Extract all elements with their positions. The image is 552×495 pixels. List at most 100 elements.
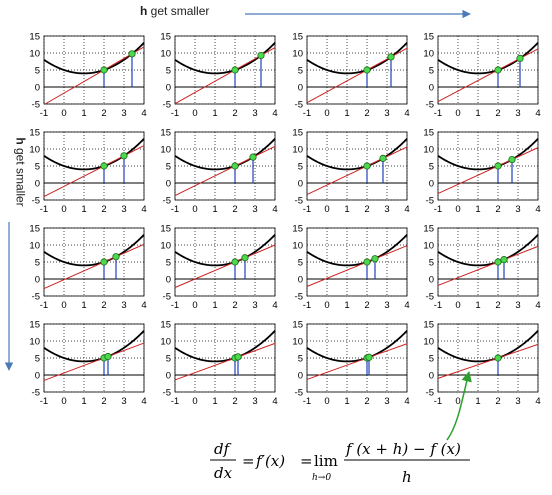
x-tick-label: -1 bbox=[171, 108, 179, 119]
function-curve bbox=[437, 234, 539, 267]
y-tick-label: 10 bbox=[160, 49, 171, 60]
y-tick-label: 5 bbox=[429, 66, 434, 77]
plot-panel: -1 0 1 2 3 4 15 10 5 0 -5 bbox=[423, 32, 540, 120]
y-tick-label: 5 bbox=[298, 66, 303, 77]
curve-point bbox=[365, 353, 373, 361]
curve-point bbox=[371, 255, 379, 263]
y-tick-label: 10 bbox=[423, 49, 434, 60]
y-tick-label: -5 bbox=[426, 292, 434, 303]
x-tick-label: 2 bbox=[495, 300, 500, 311]
y-tick-label: 0 bbox=[429, 275, 434, 286]
x-tick-label: 3 bbox=[515, 204, 520, 215]
plot-panel: -1 0 1 2 3 4 15 10 5 0 -5 bbox=[160, 320, 277, 408]
curve-point bbox=[516, 54, 524, 63]
x-tick-label: 0 bbox=[324, 396, 329, 407]
y-tick-label: 5 bbox=[166, 258, 171, 269]
y-tick-label: 15 bbox=[292, 320, 303, 331]
x-tick-label: 0 bbox=[455, 108, 460, 119]
curve-point bbox=[231, 162, 239, 170]
x-tick-label: 2 bbox=[232, 204, 237, 215]
y-tick-label: 15 bbox=[423, 128, 434, 139]
y-tick-label: -5 bbox=[295, 388, 303, 399]
x-tick-label: 0 bbox=[324, 204, 329, 215]
y-tick-label: 15 bbox=[292, 128, 303, 139]
y-tick-label: 0 bbox=[35, 179, 40, 190]
x-tick-label: 2 bbox=[232, 396, 237, 407]
secant-line bbox=[437, 147, 539, 194]
y-tick-label: 5 bbox=[166, 162, 171, 173]
curve-point bbox=[379, 154, 387, 162]
y-tick-label: 0 bbox=[429, 83, 434, 94]
curve-point bbox=[234, 353, 242, 361]
y-tick-label: 5 bbox=[35, 354, 40, 365]
y-tick-label: 10 bbox=[29, 49, 40, 60]
y-tick-label: -5 bbox=[32, 100, 40, 111]
x-tick-label: 1 bbox=[81, 396, 86, 407]
x-tick-label: 4 bbox=[404, 204, 409, 215]
y-tick-label: -5 bbox=[426, 196, 434, 207]
y-tick-label: -5 bbox=[295, 196, 303, 207]
y-tick-label: 10 bbox=[29, 337, 40, 348]
x-tick-label: 2 bbox=[101, 396, 106, 407]
x-tick-label: 3 bbox=[121, 396, 126, 407]
y-tick-label: 5 bbox=[166, 66, 171, 77]
x-tick-label: 4 bbox=[141, 396, 146, 407]
x-tick-label: 1 bbox=[344, 204, 349, 215]
x-tick-label: 0 bbox=[455, 204, 460, 215]
x-tick-label: 1 bbox=[344, 396, 349, 407]
y-tick-label: 0 bbox=[166, 179, 171, 190]
secant-line bbox=[437, 245, 539, 286]
curve-point bbox=[104, 352, 112, 361]
x-tick-label: 2 bbox=[364, 108, 369, 119]
y-tick-label: 15 bbox=[29, 128, 40, 139]
x-tick-label: 4 bbox=[535, 300, 540, 311]
x-tick-label: 4 bbox=[535, 108, 540, 119]
plot-panel: -1 0 1 2 3 4 15 10 5 0 -5 bbox=[160, 32, 277, 120]
y-tick-label: 0 bbox=[298, 371, 303, 382]
x-tick-label: -1 bbox=[303, 108, 311, 119]
curve-point bbox=[249, 153, 257, 161]
y-tick-label: 0 bbox=[298, 275, 303, 286]
curve-point bbox=[112, 253, 120, 261]
secant-line bbox=[174, 342, 276, 381]
x-tick-label: 3 bbox=[384, 108, 389, 119]
x-tick-label: 0 bbox=[455, 396, 460, 407]
secant-line bbox=[174, 145, 276, 197]
y-tick-label: 15 bbox=[292, 32, 303, 43]
y-tick-label: 0 bbox=[35, 83, 40, 94]
curve-point bbox=[120, 152, 128, 160]
x-tick-label: 4 bbox=[272, 300, 277, 311]
x-tick-label: 4 bbox=[141, 108, 146, 119]
x-tick-label: 2 bbox=[232, 108, 237, 119]
x-tick-label: -1 bbox=[171, 300, 179, 311]
plot-panel: -1 0 1 2 3 4 15 10 5 0 -5 bbox=[292, 224, 409, 312]
function-curve bbox=[174, 138, 276, 171]
function-curve bbox=[43, 42, 145, 75]
formula-den: h bbox=[402, 468, 412, 486]
x-tick-label: 4 bbox=[272, 108, 277, 119]
plot-panel: -1 0 1 2 3 4 15 10 5 0 -5 bbox=[423, 224, 540, 312]
function-curve bbox=[174, 330, 276, 363]
y-tick-label: 10 bbox=[292, 49, 303, 60]
x-tick-label: 4 bbox=[404, 396, 409, 407]
y-tick-label: 5 bbox=[166, 354, 171, 365]
x-tick-label: 2 bbox=[101, 300, 106, 311]
x-tick-label: 2 bbox=[101, 204, 106, 215]
secant-line bbox=[306, 245, 408, 287]
x-tick-label: 4 bbox=[535, 396, 540, 407]
curve-point bbox=[508, 155, 516, 164]
y-tick-label: -5 bbox=[426, 388, 434, 399]
y-tick-label: 0 bbox=[166, 371, 171, 382]
x-tick-label: 0 bbox=[61, 108, 66, 119]
limit-arrow bbox=[446, 370, 472, 441]
y-tick-label: 5 bbox=[298, 258, 303, 269]
x-tick-label: 2 bbox=[364, 396, 369, 407]
x-tick-label: 1 bbox=[81, 108, 86, 119]
x-tick-label: -1 bbox=[303, 300, 311, 311]
function-curve bbox=[437, 138, 539, 171]
y-tick-label: 10 bbox=[29, 145, 40, 156]
formula-lim: lim bbox=[314, 452, 338, 470]
x-tick-label: 0 bbox=[192, 204, 197, 215]
formula-num: f (x + h) − f (x) bbox=[345, 440, 461, 458]
